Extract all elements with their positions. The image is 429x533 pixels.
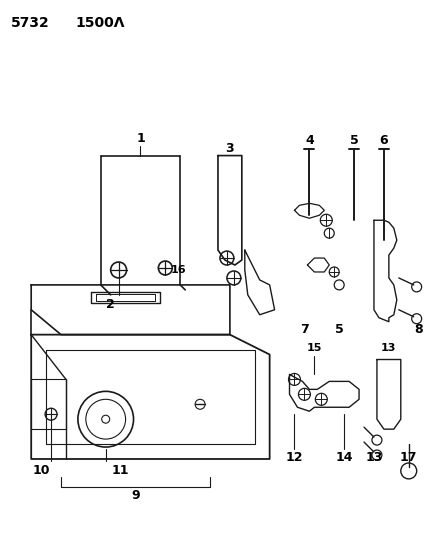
Text: 8: 8 <box>414 323 423 336</box>
Text: 7: 7 <box>300 323 309 336</box>
Text: 5: 5 <box>350 134 359 147</box>
Text: 15: 15 <box>307 343 322 352</box>
Text: 10: 10 <box>32 464 50 478</box>
Circle shape <box>102 415 110 423</box>
Text: 1500Λ: 1500Λ <box>76 17 125 30</box>
Text: 2: 2 <box>106 298 115 311</box>
Text: 5: 5 <box>335 323 344 336</box>
Text: 14: 14 <box>335 450 353 464</box>
Text: 1: 1 <box>136 132 145 145</box>
Text: 11: 11 <box>112 464 130 478</box>
Text: 12: 12 <box>286 450 303 464</box>
Text: 5732: 5732 <box>11 17 50 30</box>
Text: 4: 4 <box>305 134 314 147</box>
Text: 16: 16 <box>170 265 186 275</box>
Text: 17: 17 <box>400 450 417 464</box>
Text: 3: 3 <box>226 142 234 155</box>
Text: 9: 9 <box>131 489 140 502</box>
Text: 13: 13 <box>381 343 396 352</box>
Text: 13: 13 <box>365 450 383 464</box>
Text: 6: 6 <box>380 134 388 147</box>
